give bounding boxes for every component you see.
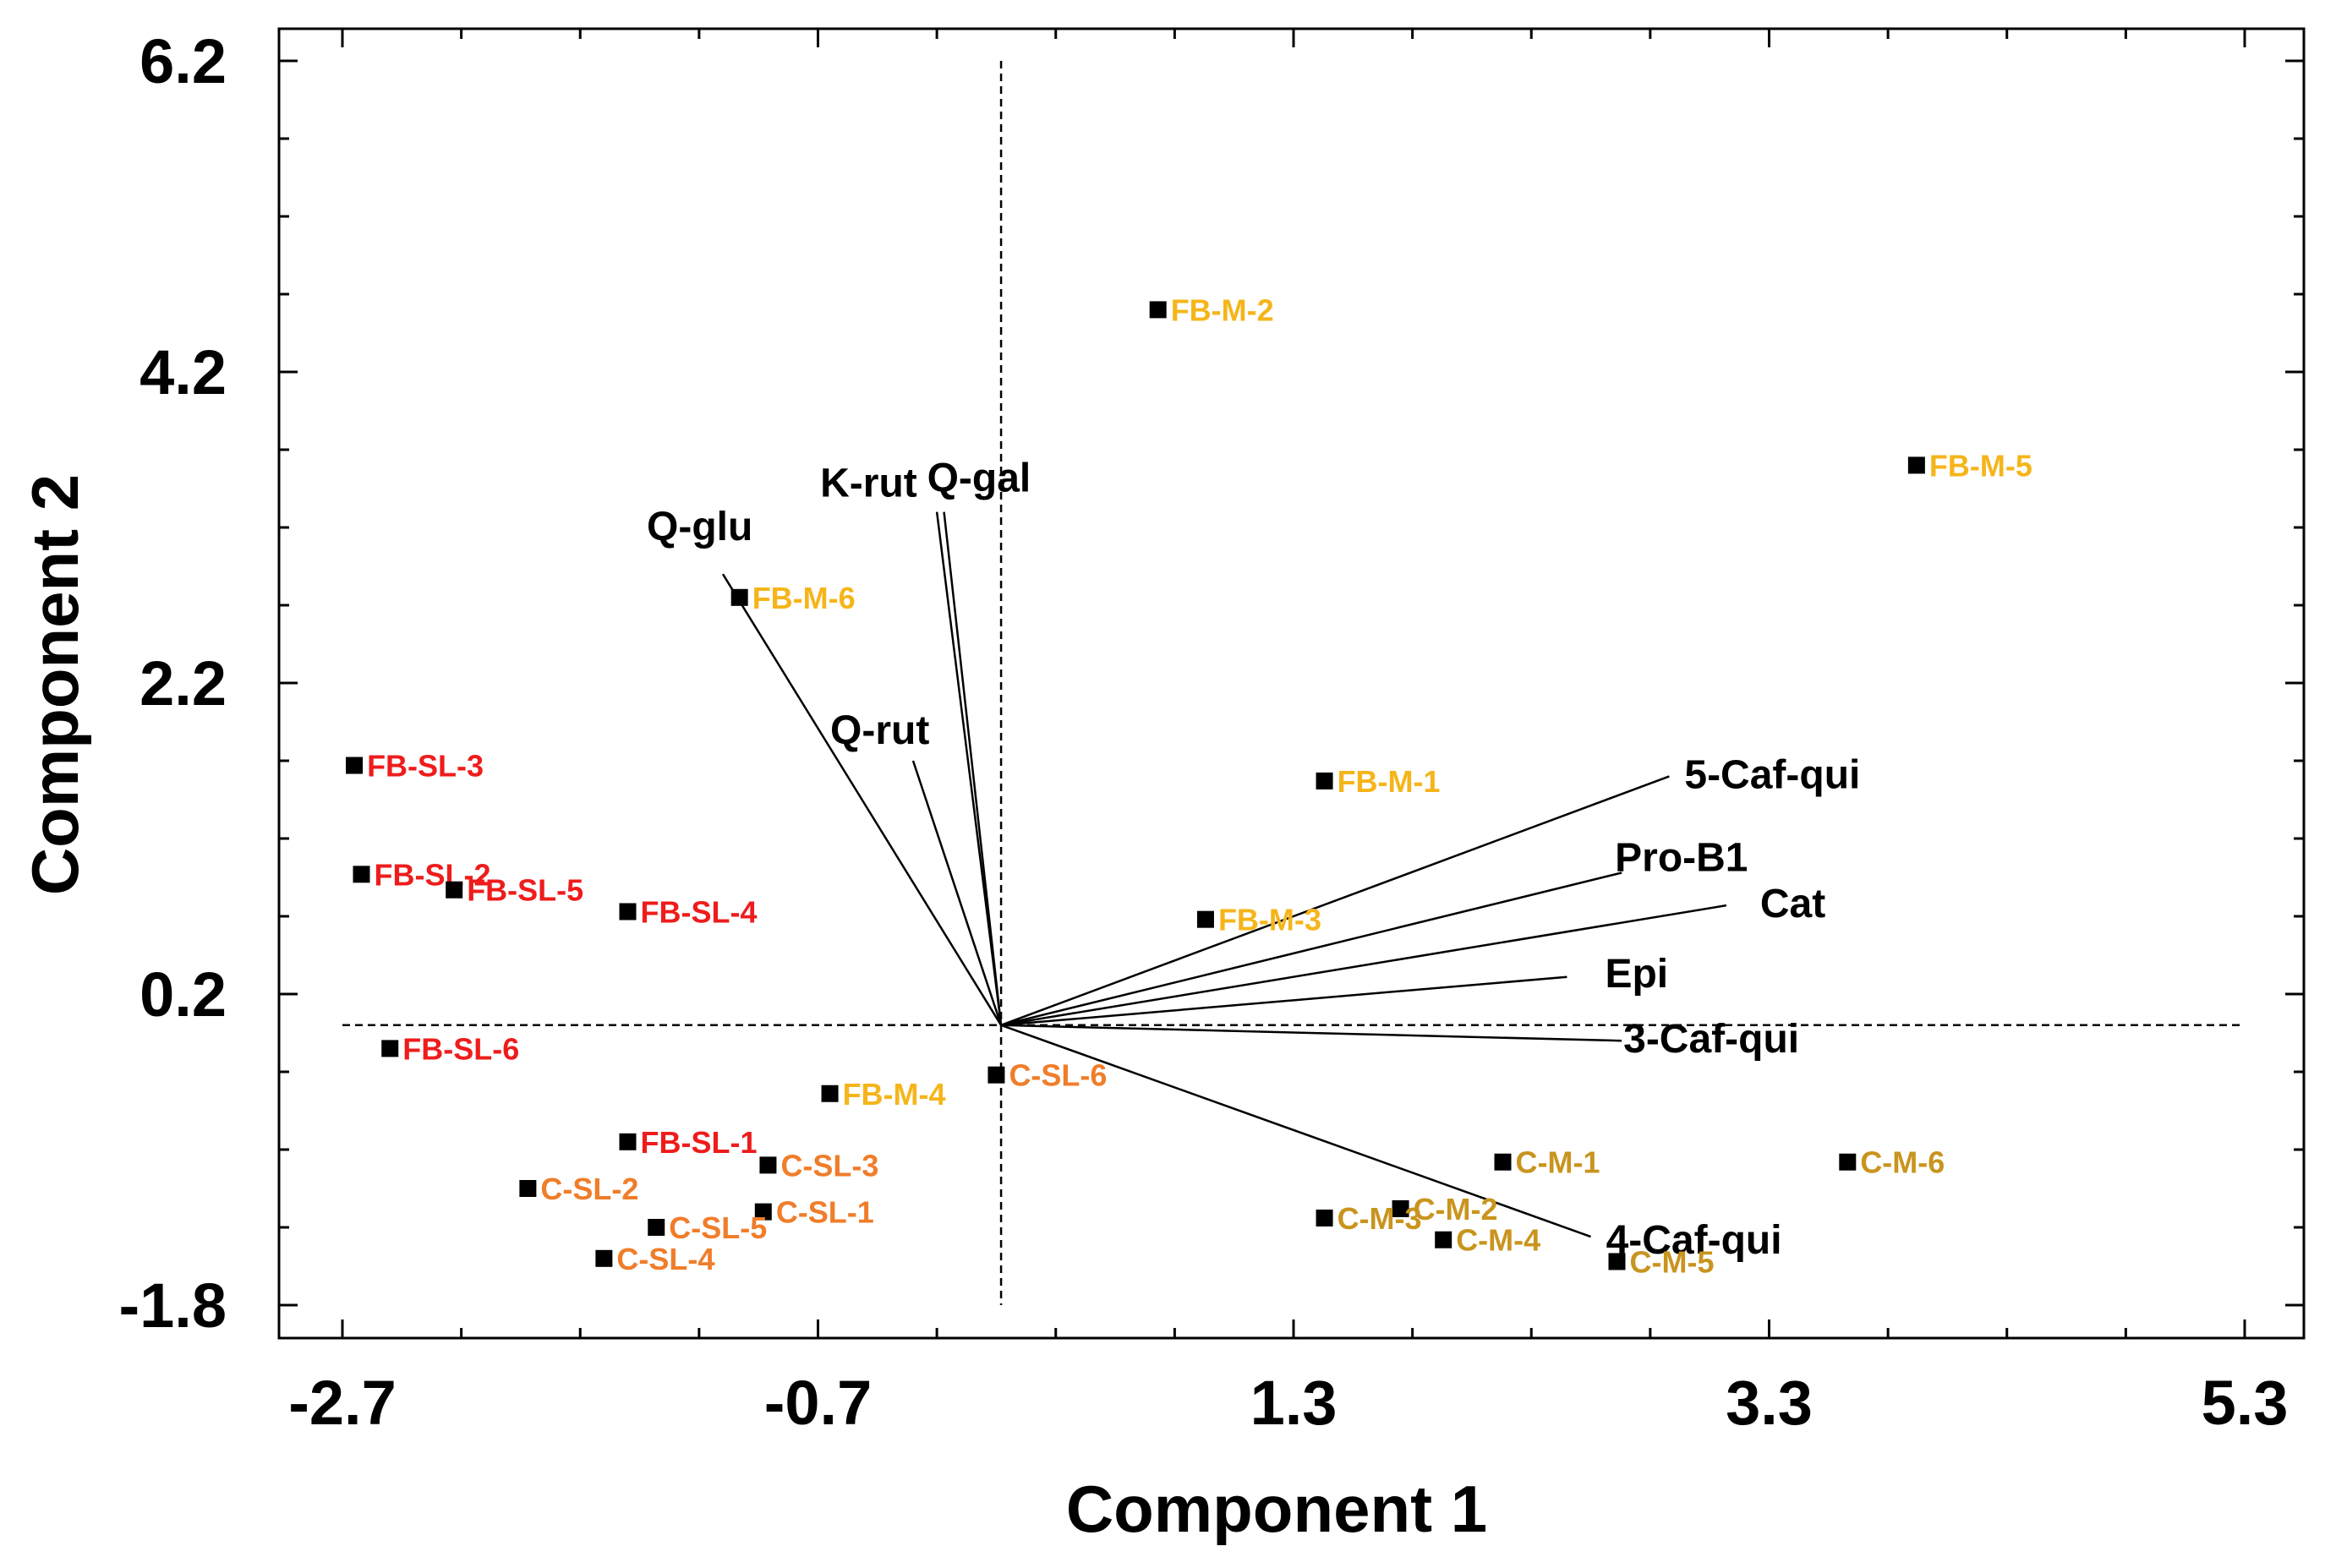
loading-vector [911, 760, 1003, 1026]
sample-label: C-SL-2 [540, 1172, 638, 1206]
sample-marker [1907, 456, 1925, 474]
sample-marker [1316, 772, 1333, 789]
sample-label: C-SL-6 [1009, 1058, 1107, 1093]
sample-label: C-M-1 [1516, 1145, 1600, 1180]
sample-label: FB-SL-4 [641, 894, 758, 929]
sample-label: FB-SL-3 [367, 749, 484, 784]
sample-marker [1608, 1253, 1626, 1270]
loading-label: Cat [1760, 882, 1825, 926]
sample-marker [619, 1133, 637, 1150]
sample-label: FB-M-5 [1929, 448, 2032, 483]
sample-label: C-M-4 [1456, 1223, 1540, 1258]
sample-label: C-M-5 [1630, 1244, 1715, 1279]
x-tick-label: 1.3 [1250, 1368, 1338, 1438]
sample-label: FB-SL-5 [467, 873, 583, 908]
sample-label: FB-SL-1 [641, 1125, 758, 1160]
loading-vector [721, 573, 1003, 1026]
loading-vector [935, 511, 1003, 1025]
loading-label: 4-Caf-qui [1606, 1218, 1782, 1263]
loading-vector [1000, 1024, 1591, 1238]
sample-marker [1839, 1153, 1857, 1171]
x-axis-title: Component 1 [1066, 1472, 1487, 1546]
loading-vector [1000, 975, 1567, 1027]
sample-marker [1149, 301, 1167, 319]
sample-label: C-SL-1 [776, 1195, 874, 1230]
sample-label: FB-M-6 [752, 581, 856, 615]
sample-marker [1494, 1153, 1512, 1171]
tick-labels: -2.7 -0.7 1.3 3.3 5.3 -1.8 0.2 2.2 4.2 6.2 [118, 26, 2288, 1438]
sample-marker [353, 866, 370, 883]
y-tick-label: 0.2 [140, 959, 227, 1030]
loading-label: Q-gal [927, 456, 1031, 501]
sample-label: FB-M-2 [1171, 292, 1274, 327]
loading-vector [1000, 904, 1727, 1027]
sample-marker [1316, 1209, 1333, 1227]
sample-label: C-M-2 [1414, 1192, 1498, 1227]
loading-vector [943, 511, 1003, 1025]
sample-marker [821, 1084, 839, 1102]
sample-label: C-SL-3 [780, 1148, 878, 1183]
sample-marker [730, 588, 748, 606]
y-axis-title: Component 2 [18, 474, 92, 895]
loading-label: Epi [1605, 952, 1668, 997]
sample-marker [446, 881, 463, 899]
sample-marker [1392, 1199, 1409, 1217]
sample-marker [519, 1180, 537, 1197]
sample-marker [595, 1249, 613, 1267]
sample-marker [759, 1156, 777, 1174]
sample-label: C-SL-4 [616, 1242, 714, 1276]
loading-label: 5-Caf-qui [1684, 752, 1860, 797]
loading-label: K-rut [820, 462, 917, 506]
x-tick-label: -2.7 [288, 1368, 397, 1438]
sample-points: FB-SL-1 FB-SL-2 FB-SL-3 FB-SL-4 FB-SL-5 FB-SL… [346, 292, 2032, 1279]
loading-vectors: Q-glu K-rut Q-gal Q-rut 5-Caf-qui Pro-B1 Cat Ep… [647, 456, 1860, 1263]
y-tick-label: -1.8 [118, 1270, 227, 1341]
sample-marker [1196, 910, 1214, 928]
x-tick-label: 5.3 [2202, 1368, 2289, 1438]
sample-label: FB-SL-2 [375, 857, 491, 892]
axis-ticks [279, 29, 2304, 1338]
sample-marker [619, 903, 637, 921]
loading-vector [1000, 871, 1622, 1027]
y-tick-label: 4.2 [140, 337, 227, 407]
sample-label: FB-SL-6 [402, 1031, 519, 1066]
sample-label: C-M-6 [1860, 1145, 1945, 1180]
sample-label: FB-M-1 [1338, 764, 1441, 799]
reference-lines [342, 61, 2245, 1305]
loading-vector [1001, 1024, 1622, 1042]
loading-label: 3-Caf-qui [1623, 1017, 1799, 1062]
loading-vector [1000, 775, 1670, 1026]
y-tick-label: 2.2 [140, 648, 227, 718]
sample-label: FB-M-4 [843, 1077, 946, 1112]
sample-label: FB-M-3 [1218, 903, 1321, 937]
sample-marker [648, 1219, 665, 1236]
x-tick-label: 3.3 [1726, 1368, 1813, 1438]
sample-label: C-SL-5 [669, 1210, 767, 1245]
loading-label: Pro-B1 [1615, 835, 1748, 880]
sample-marker [987, 1066, 1005, 1084]
sample-marker [346, 757, 364, 774]
loading-label: Q-glu [647, 505, 752, 549]
sample-marker [1435, 1231, 1452, 1248]
x-tick-label: -0.7 [764, 1368, 873, 1438]
plot-frame [277, 27, 2306, 1340]
sample-marker [381, 1040, 399, 1057]
sample-marker [754, 1203, 772, 1221]
sample-label: C-M-3 [1338, 1201, 1422, 1236]
loading-label: Q-rut [830, 708, 929, 753]
y-tick-label: 6.2 [140, 26, 227, 96]
